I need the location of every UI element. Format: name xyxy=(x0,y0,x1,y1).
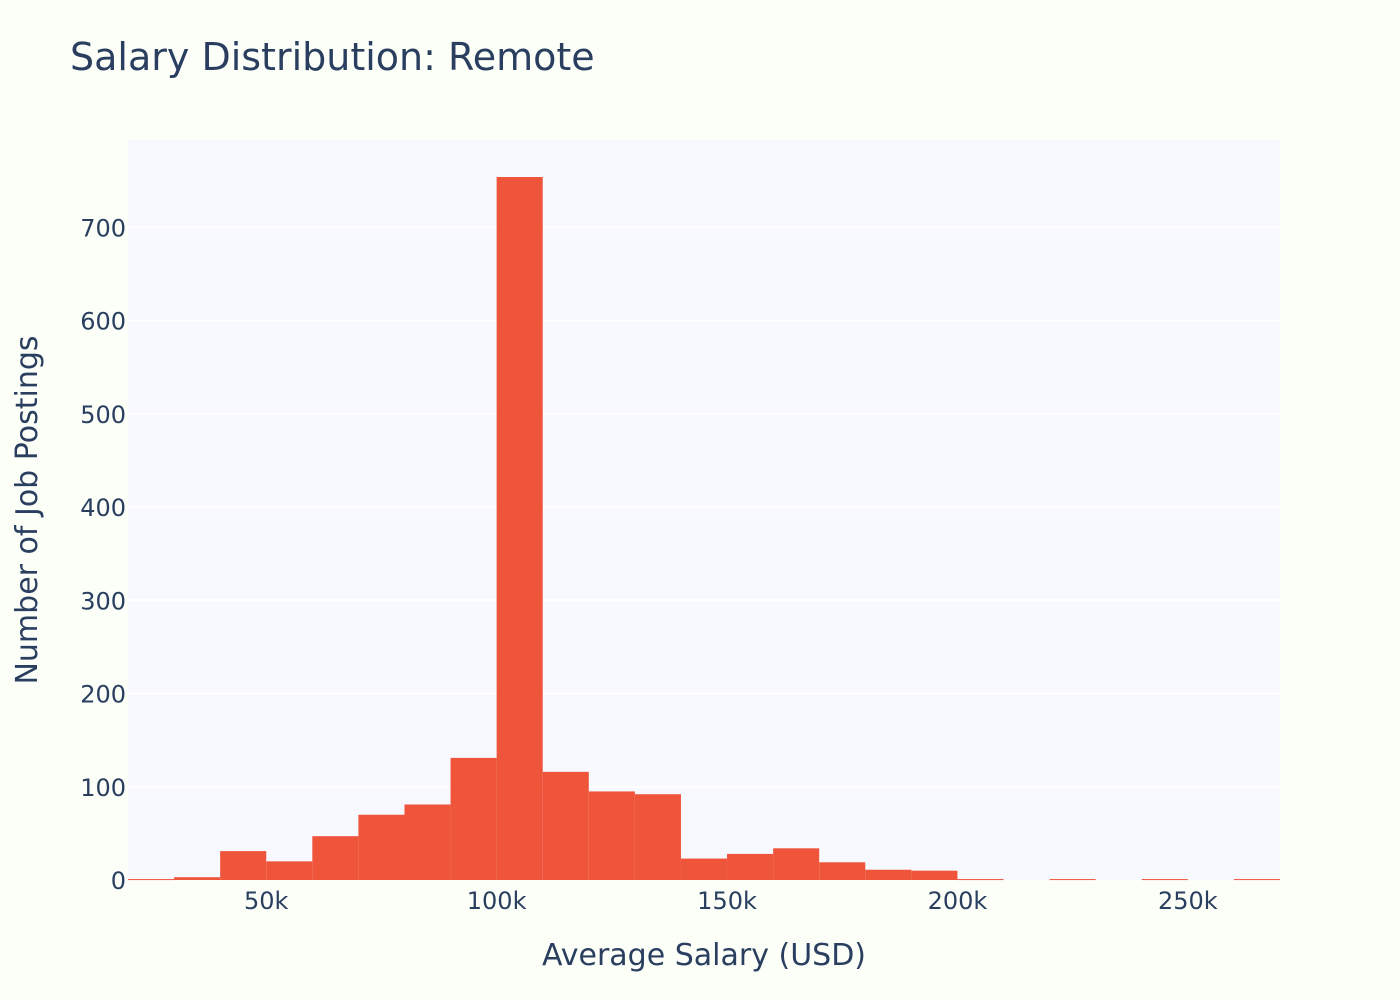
x-axis-ticks: 50k 100k 150k 200k 250k xyxy=(244,887,1218,915)
histogram-bar xyxy=(634,794,681,880)
histogram-bar xyxy=(727,853,774,880)
y-tick-label: 400 xyxy=(80,494,126,522)
y-tick-label: 500 xyxy=(80,401,126,429)
x-tick-label: 200k xyxy=(928,887,988,915)
y-tick-label: 0 xyxy=(111,867,126,895)
histogram-bar xyxy=(496,177,543,881)
histogram-bar xyxy=(450,757,497,880)
gridlines xyxy=(128,226,1280,788)
histogram-bars xyxy=(128,177,1280,881)
histogram-bar xyxy=(588,791,635,880)
plot-area xyxy=(128,140,1280,880)
histogram-bar xyxy=(911,870,958,880)
histogram-bar xyxy=(865,869,912,880)
y-tick-label: 100 xyxy=(80,774,126,802)
histogram-bar xyxy=(174,877,221,880)
histogram-bar xyxy=(404,804,451,880)
histogram-bar xyxy=(773,848,820,880)
y-tick-label: 700 xyxy=(80,214,126,242)
histogram-bar xyxy=(680,858,728,880)
histogram-bar xyxy=(819,862,866,880)
histogram-bar xyxy=(1233,879,1280,881)
x-tick-label: 150k xyxy=(697,887,757,915)
histogram-bar xyxy=(266,861,313,880)
x-axis-title: Average Salary (USD) xyxy=(542,938,866,973)
histogram-bar xyxy=(358,814,405,880)
y-tick-label: 200 xyxy=(80,681,126,709)
x-tick-label: 50k xyxy=(244,887,289,915)
histogram-bar xyxy=(128,879,175,881)
y-axis-ticks: 0 100 200 300 400 500 600 700 xyxy=(80,214,126,895)
histogram-bar xyxy=(957,879,1004,881)
histogram-bar xyxy=(542,771,589,880)
x-tick-label: 100k xyxy=(467,887,527,915)
histogram-bar xyxy=(1141,879,1188,881)
y-tick-label: 600 xyxy=(80,308,126,336)
chart-title: Salary Distribution: Remote xyxy=(70,35,595,79)
histogram-bar xyxy=(312,836,359,880)
histogram-bar xyxy=(220,851,267,880)
y-axis-title: Number of Job Postings xyxy=(10,335,45,684)
x-tick-label: 250k xyxy=(1158,887,1218,915)
histogram-bar xyxy=(1049,879,1096,881)
y-tick-label: 300 xyxy=(80,587,126,615)
